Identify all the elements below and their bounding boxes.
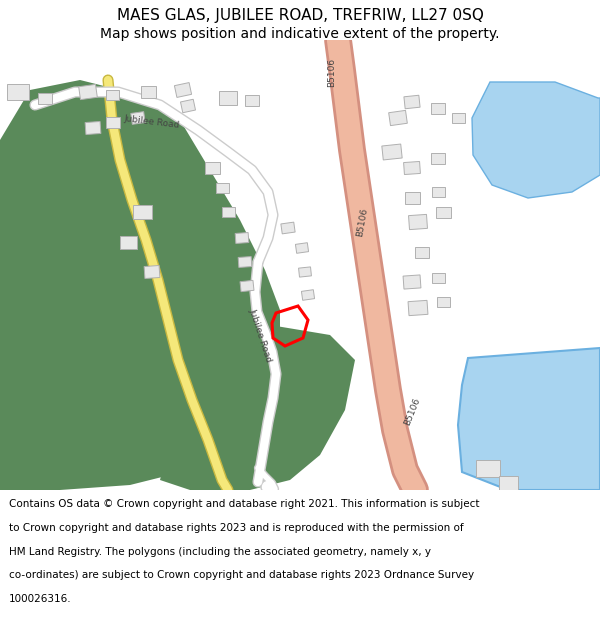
FancyBboxPatch shape xyxy=(452,113,464,123)
FancyBboxPatch shape xyxy=(476,459,500,476)
FancyBboxPatch shape xyxy=(408,301,428,316)
Text: Jubilee Road: Jubilee Road xyxy=(124,114,181,130)
Text: to Crown copyright and database rights 2023 and is reproduced with the permissio: to Crown copyright and database rights 2… xyxy=(9,523,464,533)
FancyBboxPatch shape xyxy=(131,112,145,124)
Polygon shape xyxy=(0,80,280,490)
Text: 100026316.: 100026316. xyxy=(9,594,71,604)
FancyBboxPatch shape xyxy=(301,290,314,300)
Text: MAES GLAS, JUBILEE ROAD, TREFRIW, LL27 0SQ: MAES GLAS, JUBILEE ROAD, TREFRIW, LL27 0… xyxy=(116,8,484,23)
FancyBboxPatch shape xyxy=(140,86,155,98)
FancyBboxPatch shape xyxy=(219,91,237,105)
Circle shape xyxy=(263,481,274,492)
Polygon shape xyxy=(160,325,355,490)
Text: Contains OS data © Crown copyright and database right 2021. This information is : Contains OS data © Crown copyright and d… xyxy=(9,499,479,509)
FancyBboxPatch shape xyxy=(235,232,249,244)
FancyBboxPatch shape xyxy=(436,206,451,217)
FancyBboxPatch shape xyxy=(205,162,220,174)
Polygon shape xyxy=(458,348,600,490)
Text: Jubilee Road: Jubilee Road xyxy=(247,307,273,363)
FancyBboxPatch shape xyxy=(245,94,259,106)
FancyBboxPatch shape xyxy=(431,152,445,164)
Text: B5106: B5106 xyxy=(328,58,337,86)
FancyBboxPatch shape xyxy=(7,84,29,100)
FancyBboxPatch shape xyxy=(382,144,402,160)
FancyBboxPatch shape xyxy=(181,99,196,112)
FancyBboxPatch shape xyxy=(499,476,517,490)
FancyBboxPatch shape xyxy=(238,256,252,268)
FancyBboxPatch shape xyxy=(437,297,449,307)
FancyBboxPatch shape xyxy=(281,222,295,234)
Text: B5106: B5106 xyxy=(355,207,369,237)
FancyBboxPatch shape xyxy=(79,84,97,99)
FancyBboxPatch shape xyxy=(175,82,191,98)
FancyBboxPatch shape xyxy=(431,273,445,283)
FancyBboxPatch shape xyxy=(215,183,229,193)
FancyBboxPatch shape xyxy=(221,207,235,217)
FancyBboxPatch shape xyxy=(295,242,308,253)
Text: B5106: B5106 xyxy=(403,397,422,428)
FancyBboxPatch shape xyxy=(144,266,160,279)
FancyBboxPatch shape xyxy=(106,116,120,128)
FancyBboxPatch shape xyxy=(38,92,52,104)
FancyBboxPatch shape xyxy=(404,95,420,109)
FancyBboxPatch shape xyxy=(403,275,421,289)
FancyBboxPatch shape xyxy=(299,267,311,277)
FancyBboxPatch shape xyxy=(389,111,407,126)
FancyBboxPatch shape xyxy=(431,102,445,114)
Polygon shape xyxy=(472,82,600,198)
Text: Map shows position and indicative extent of the property.: Map shows position and indicative extent… xyxy=(100,28,500,41)
FancyBboxPatch shape xyxy=(240,281,254,292)
Text: HM Land Registry. The polygons (including the associated geometry, namely x, y: HM Land Registry. The polygons (includin… xyxy=(9,547,431,557)
FancyBboxPatch shape xyxy=(415,246,429,258)
Circle shape xyxy=(261,480,275,494)
FancyBboxPatch shape xyxy=(85,121,101,134)
Text: co-ordinates) are subject to Crown copyright and database rights 2023 Ordnance S: co-ordinates) are subject to Crown copyr… xyxy=(9,571,474,581)
FancyBboxPatch shape xyxy=(106,90,119,100)
FancyBboxPatch shape xyxy=(431,187,445,197)
FancyBboxPatch shape xyxy=(133,205,151,219)
FancyBboxPatch shape xyxy=(404,161,421,174)
FancyBboxPatch shape xyxy=(404,192,419,204)
FancyBboxPatch shape xyxy=(119,236,137,249)
FancyBboxPatch shape xyxy=(409,214,427,229)
